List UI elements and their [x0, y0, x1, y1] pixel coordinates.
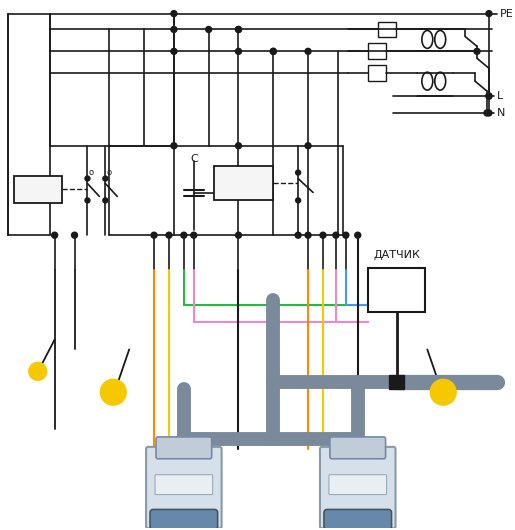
Text: K1: K1 [30, 184, 45, 195]
FancyBboxPatch shape [150, 509, 218, 529]
Circle shape [431, 379, 456, 405]
Circle shape [166, 232, 172, 238]
Circle shape [295, 232, 301, 238]
Circle shape [171, 48, 177, 55]
FancyBboxPatch shape [155, 475, 213, 494]
Bar [368, 43, 386, 59]
FancyBboxPatch shape [156, 437, 212, 459]
Circle shape [171, 11, 177, 16]
Circle shape [486, 110, 492, 116]
Text: L: L [497, 91, 503, 101]
Circle shape [486, 11, 492, 16]
Text: PE: PE [500, 8, 513, 19]
Text: N: N [497, 108, 505, 118]
Circle shape [486, 93, 492, 99]
Bar [377, 22, 396, 38]
Circle shape [296, 170, 301, 175]
Circle shape [333, 232, 339, 238]
FancyBboxPatch shape [330, 437, 386, 459]
FancyBboxPatch shape [329, 475, 387, 494]
Circle shape [205, 26, 212, 32]
Circle shape [181, 232, 187, 238]
Circle shape [191, 232, 197, 238]
Circle shape [296, 198, 301, 203]
Circle shape [151, 232, 157, 238]
Circle shape [103, 176, 108, 181]
Circle shape [100, 379, 126, 405]
Circle shape [305, 232, 311, 238]
Bar [388, 375, 404, 389]
FancyBboxPatch shape [324, 509, 391, 529]
Circle shape [85, 176, 90, 181]
Circle shape [320, 232, 326, 238]
Bar [214, 166, 273, 200]
Circle shape [103, 198, 108, 203]
FancyBboxPatch shape [320, 447, 396, 528]
Bar [14, 175, 62, 204]
Circle shape [85, 198, 90, 203]
Bar [368, 65, 386, 81]
Text: C: C [190, 154, 198, 164]
Circle shape [486, 93, 492, 99]
Circle shape [235, 26, 242, 32]
Bar [368, 268, 425, 312]
Circle shape [343, 232, 349, 238]
Circle shape [171, 143, 177, 149]
Circle shape [270, 48, 276, 55]
Text: E 256: E 256 [228, 178, 259, 188]
Circle shape [235, 232, 242, 238]
Circle shape [270, 48, 276, 55]
Circle shape [484, 110, 490, 116]
Circle shape [305, 48, 311, 55]
Circle shape [72, 232, 78, 238]
Circle shape [29, 363, 47, 380]
Circle shape [235, 26, 242, 32]
Circle shape [355, 232, 360, 238]
Circle shape [235, 48, 242, 55]
Circle shape [235, 143, 242, 149]
Text: ДАТЧИК: ДАТЧИК [373, 250, 420, 260]
Circle shape [171, 26, 177, 32]
Circle shape [474, 48, 480, 55]
Circle shape [52, 232, 58, 238]
Text: o: o [89, 168, 94, 177]
Text: o: o [107, 168, 112, 177]
FancyBboxPatch shape [146, 447, 221, 528]
Circle shape [305, 143, 311, 149]
